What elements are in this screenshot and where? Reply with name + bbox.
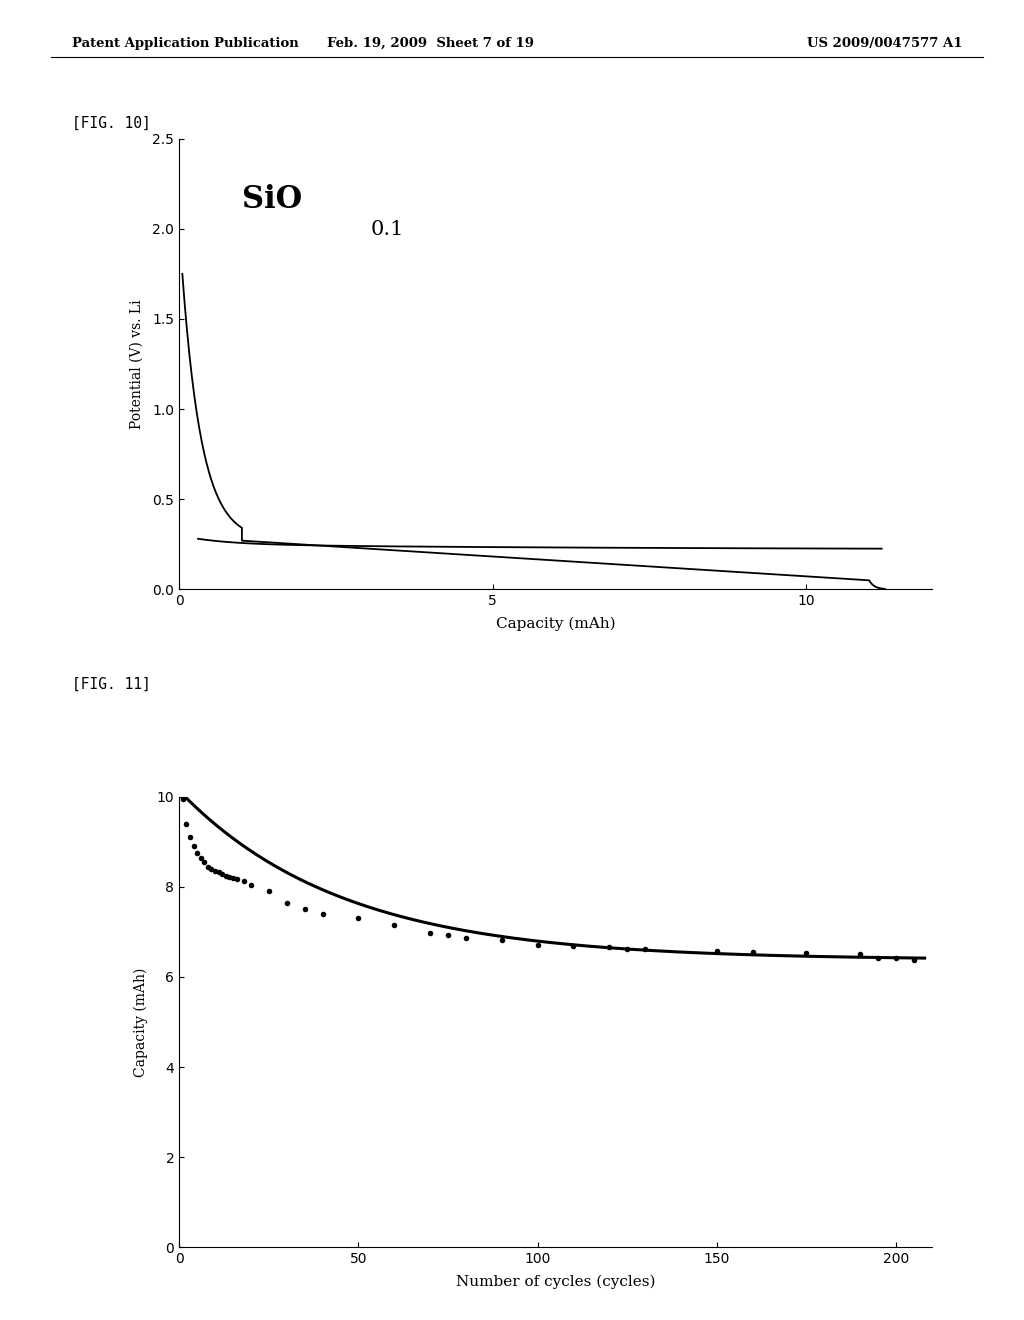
Point xyxy=(870,948,887,969)
Point xyxy=(225,867,242,888)
X-axis label: Capacity (mAh): Capacity (mAh) xyxy=(496,616,615,631)
Point xyxy=(228,869,245,890)
Y-axis label: Potential (V) vs. Li: Potential (V) vs. Li xyxy=(130,300,144,429)
Point xyxy=(279,892,295,913)
Point xyxy=(494,929,510,950)
Point xyxy=(203,858,219,879)
Point xyxy=(207,861,223,882)
Text: Feb. 19, 2009  Sheet 7 of 19: Feb. 19, 2009 Sheet 7 of 19 xyxy=(327,37,534,50)
Point xyxy=(260,880,276,902)
Point xyxy=(185,836,202,857)
Point xyxy=(193,847,209,869)
Point xyxy=(200,855,216,876)
Point xyxy=(601,936,617,957)
Point xyxy=(211,862,227,883)
Point xyxy=(906,949,923,970)
Text: SiO: SiO xyxy=(242,183,302,215)
Point xyxy=(188,842,205,863)
Point xyxy=(440,925,457,946)
Point xyxy=(217,865,233,886)
Text: US 2009/0047577 A1: US 2009/0047577 A1 xyxy=(807,37,963,50)
Point xyxy=(852,944,868,965)
Point xyxy=(422,923,438,944)
Point xyxy=(350,908,367,929)
Point xyxy=(799,942,815,964)
Text: Patent Application Publication: Patent Application Publication xyxy=(72,37,298,50)
Point xyxy=(386,915,402,936)
Point xyxy=(637,939,653,960)
Point xyxy=(565,936,582,957)
Point xyxy=(314,903,331,924)
Point xyxy=(236,871,252,892)
Point xyxy=(221,866,238,887)
Text: 0.1: 0.1 xyxy=(371,219,404,239)
Point xyxy=(888,946,904,968)
Point xyxy=(709,940,725,961)
Point xyxy=(182,826,199,847)
Point xyxy=(744,941,761,962)
Text: [FIG. 11]: [FIG. 11] xyxy=(72,677,151,692)
Point xyxy=(197,851,213,873)
Point xyxy=(529,935,546,956)
Point xyxy=(174,788,190,809)
Text: [FIG. 10]: [FIG. 10] xyxy=(72,116,151,131)
Point xyxy=(297,899,313,920)
Point xyxy=(618,939,635,960)
Point xyxy=(458,927,474,948)
Point xyxy=(178,813,195,834)
Point xyxy=(243,874,259,895)
Point xyxy=(214,863,230,884)
Y-axis label: Capacity (mAh): Capacity (mAh) xyxy=(134,968,148,1077)
X-axis label: Number of cycles (cycles): Number of cycles (cycles) xyxy=(456,1275,655,1290)
